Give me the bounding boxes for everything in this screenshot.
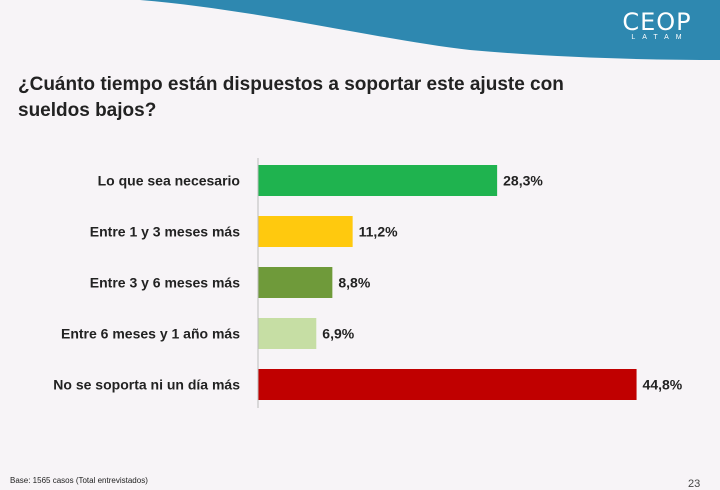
category-label: Entre 6 meses y 1 año más <box>61 326 240 342</box>
category-label: Lo que sea necesario <box>98 173 240 189</box>
page-number: 23 <box>688 478 701 490</box>
bar <box>258 216 353 247</box>
bar <box>258 165 498 196</box>
bar <box>258 267 333 298</box>
ceop-logo: CEOP LATAM <box>622 8 692 41</box>
bar <box>258 369 637 400</box>
bar-chart: Lo que sea necesario 28,3% Entre 1 y 3 mes… <box>53 158 683 408</box>
base-note: Base: 1565 casos (Total entrevistados) <box>10 476 148 485</box>
data-label: 11,2% <box>359 224 398 240</box>
category-label: Entre 1 y 3 meses más <box>90 224 240 240</box>
data-label: 8,8% <box>338 275 370 291</box>
header-band <box>140 0 720 60</box>
category-label: No se soporta ni un día más <box>53 377 240 393</box>
category-label: Entre 3 y 6 meses más <box>90 275 240 291</box>
logo-main: CEOP <box>622 8 692 36</box>
data-label: 44,8% <box>643 377 683 393</box>
data-label: 28,3% <box>503 173 543 189</box>
page-title: ¿Cuánto tiempo están dispuestos a soport… <box>18 74 564 121</box>
logo-sub: LATAM <box>631 34 689 41</box>
bar <box>258 318 317 349</box>
data-label: 6,9% <box>322 326 354 342</box>
